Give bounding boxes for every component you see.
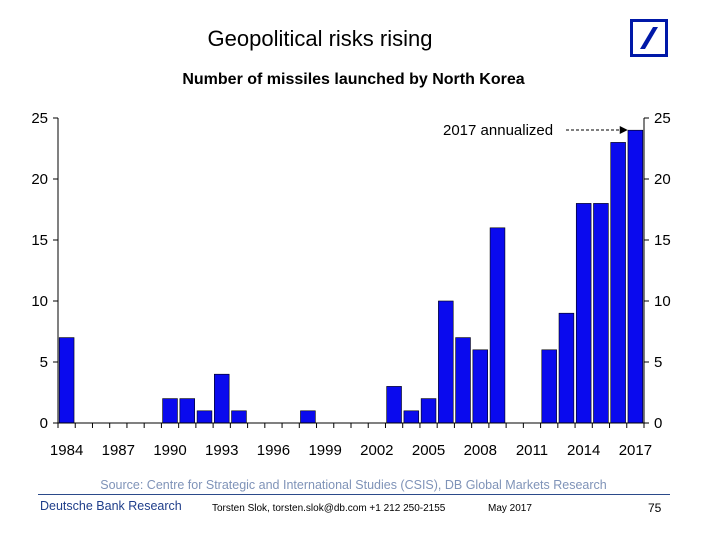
annotation-arrowhead xyxy=(619,126,628,134)
bar-1993 xyxy=(214,373,230,424)
bar-2007 xyxy=(455,337,471,424)
footer-date: May 2017 xyxy=(488,503,532,514)
y-tick-label-right-15: 15 xyxy=(654,232,671,249)
deutsche-bank-logo xyxy=(630,19,668,57)
x-tick-label-1993: 1993 xyxy=(205,442,238,459)
y-tick-label-left-15: 15 xyxy=(31,232,48,249)
x-tick-label-1999: 1999 xyxy=(308,442,341,459)
y-tick-label-right-20: 20 xyxy=(654,171,671,188)
y-tick-label-left-20: 20 xyxy=(31,171,48,188)
x-tick-label-2002: 2002 xyxy=(360,442,393,459)
bar-1990 xyxy=(162,398,178,424)
bar-1991 xyxy=(179,398,195,424)
y-tick-label-left-5: 5 xyxy=(40,354,48,371)
chart-title: Number of missiles launched by North Kor… xyxy=(182,71,525,88)
y-tick-label-right-5: 5 xyxy=(654,354,662,371)
bar-2008 xyxy=(472,349,488,424)
y-tick-label-left-25: 25 xyxy=(31,110,48,127)
x-tick-label-1990: 1990 xyxy=(153,442,186,459)
footer-contact: Torsten Slok, torsten.slok@db.com +1 212… xyxy=(212,503,446,514)
bar-2014 xyxy=(575,203,592,424)
bar-2005 xyxy=(420,398,437,424)
x-tick-label-2005: 2005 xyxy=(412,442,445,459)
y-tick-label-right-10: 10 xyxy=(654,293,671,310)
source-note: Source: Centre for Strategic and Interna… xyxy=(100,478,607,492)
bar-2015 xyxy=(593,203,609,424)
bar-2012 xyxy=(541,349,557,424)
y-tick-label-left-10: 10 xyxy=(31,293,48,310)
y-tick-label-left-0: 0 xyxy=(40,415,48,432)
bar-1994 xyxy=(231,410,247,424)
x-tick-label-1987: 1987 xyxy=(102,442,135,459)
slide-title: Geopolitical risks rising xyxy=(207,26,433,51)
footer-brand: Deutsche Bank Research xyxy=(40,499,182,513)
footer-divider xyxy=(38,494,670,495)
y-tick-label-right-0: 0 xyxy=(654,415,662,432)
bar-2009 xyxy=(489,227,506,424)
x-tick-label-2014: 2014 xyxy=(567,442,600,459)
bar-1984 xyxy=(58,337,75,424)
bar-2013 xyxy=(558,312,575,424)
bar-2003 xyxy=(386,386,402,424)
annotation-label: 2017 annualized xyxy=(443,122,553,139)
x-tick-label-2017: 2017 xyxy=(619,442,652,459)
bar-2006 xyxy=(438,300,454,424)
bar-2017 xyxy=(627,129,644,424)
bar-2004 xyxy=(403,410,420,424)
x-tick-label-1996: 1996 xyxy=(257,442,290,459)
bar-1998 xyxy=(300,410,316,424)
y-tick-label-right-25: 25 xyxy=(654,110,671,127)
bar-1992 xyxy=(196,410,213,424)
x-tick-label-2008: 2008 xyxy=(464,442,497,459)
x-tick-label-1984: 1984 xyxy=(50,442,83,459)
x-tick-label-2011: 2011 xyxy=(516,442,548,459)
bar-2016 xyxy=(610,142,626,424)
page-number: 75 xyxy=(648,501,662,515)
